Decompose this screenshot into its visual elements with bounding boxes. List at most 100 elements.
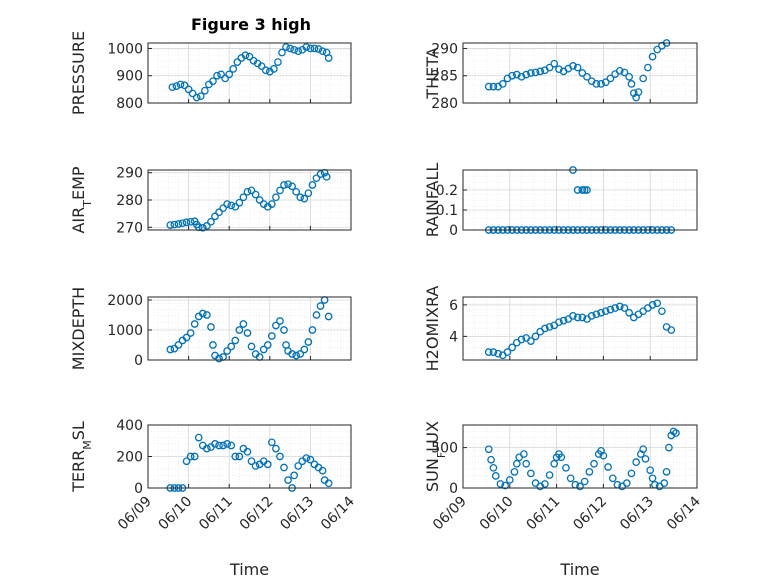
data-point xyxy=(276,317,284,325)
data-point xyxy=(484,82,493,91)
data-point xyxy=(231,202,240,211)
data-point xyxy=(280,326,288,334)
data-point xyxy=(274,58,282,66)
data-point xyxy=(186,329,195,337)
data-point xyxy=(217,70,225,79)
data-point xyxy=(207,217,215,226)
data-point xyxy=(519,450,528,458)
data-point xyxy=(251,190,260,199)
data-point xyxy=(324,54,333,62)
data-point xyxy=(648,52,657,61)
y-tick-label: 1000 xyxy=(107,41,143,57)
data-point xyxy=(211,440,219,448)
data-point xyxy=(484,445,493,454)
data-point xyxy=(288,350,296,358)
y-tick-label: 2000 xyxy=(107,293,143,309)
y-axis-title: AIRTEMP xyxy=(69,166,94,233)
data-point xyxy=(580,186,589,194)
data-point xyxy=(306,44,315,53)
data-point xyxy=(170,220,179,229)
data-point xyxy=(627,469,636,478)
y-tick-label: 290 xyxy=(116,166,143,182)
data-point xyxy=(235,326,244,334)
data-point xyxy=(292,351,301,360)
data-point xyxy=(316,170,325,178)
data-point xyxy=(300,194,309,203)
data-point xyxy=(324,479,333,488)
data-point xyxy=(522,70,531,79)
data-point xyxy=(190,452,199,461)
data-point xyxy=(501,481,509,490)
data-point xyxy=(243,329,252,337)
data-point xyxy=(489,82,498,91)
y-tick-label: 1000 xyxy=(107,323,143,339)
data-point xyxy=(247,186,256,195)
data-point xyxy=(227,201,236,210)
data-point xyxy=(653,45,662,54)
data-point xyxy=(294,462,303,470)
data-point xyxy=(583,186,591,194)
data-point xyxy=(660,479,669,488)
data-point xyxy=(272,444,280,453)
data-point xyxy=(272,321,280,330)
series xyxy=(484,299,676,360)
data-point xyxy=(545,323,554,331)
data-point xyxy=(172,82,181,90)
y-axis-title: TERRMSL xyxy=(69,421,94,493)
data-point xyxy=(531,68,540,77)
data-point xyxy=(505,476,514,484)
data-point xyxy=(225,70,234,79)
data-point xyxy=(203,222,211,230)
data-point xyxy=(592,310,601,319)
data-point xyxy=(604,463,612,471)
data-point xyxy=(180,81,189,90)
data-point xyxy=(235,198,244,207)
data-point xyxy=(599,451,608,460)
data-point xyxy=(215,354,223,363)
data-point xyxy=(555,318,563,327)
data-point xyxy=(247,457,256,466)
data-point xyxy=(667,326,676,334)
data-point xyxy=(203,444,211,453)
data-point xyxy=(611,304,619,312)
y-tick-label: 0 xyxy=(134,353,143,369)
y-tick-label: 0.1 xyxy=(436,203,458,219)
subplot-pressure: 800 900 1000 PRESSURE xyxy=(69,31,352,115)
data-point xyxy=(182,218,191,227)
data-point xyxy=(503,348,512,356)
data-point xyxy=(578,69,587,77)
series xyxy=(484,39,671,102)
data-point xyxy=(207,323,215,331)
data-point xyxy=(316,302,325,310)
data-point xyxy=(644,63,652,72)
data-point xyxy=(198,223,207,232)
data-point xyxy=(578,313,587,322)
data-point xyxy=(527,469,535,478)
figure-title: Figure 3 high xyxy=(191,15,311,34)
data-point xyxy=(517,72,526,81)
data-point xyxy=(302,454,311,462)
data-point xyxy=(251,462,260,470)
data-point xyxy=(592,80,601,88)
data-point xyxy=(545,63,554,72)
data-point xyxy=(639,445,648,454)
data-point xyxy=(606,305,615,314)
series xyxy=(168,43,333,102)
data-point xyxy=(324,312,333,321)
data-point xyxy=(585,467,594,476)
x-axis-title: Time xyxy=(229,560,269,579)
data-point xyxy=(573,313,582,322)
y-tick-label: 4 xyxy=(449,329,458,345)
x-axis-title: Time xyxy=(559,560,599,579)
data-point xyxy=(261,66,270,75)
data-point xyxy=(312,311,321,319)
data-point xyxy=(310,44,319,53)
data-point xyxy=(627,80,636,88)
y-tick-label: 0 xyxy=(449,481,458,497)
y-tick-label: 400 xyxy=(116,418,143,434)
y-tick-label: 0 xyxy=(134,481,143,497)
data-point xyxy=(632,458,641,467)
data-point xyxy=(178,219,187,228)
y-tick-label: 290 xyxy=(431,41,458,57)
data-point xyxy=(174,220,183,228)
